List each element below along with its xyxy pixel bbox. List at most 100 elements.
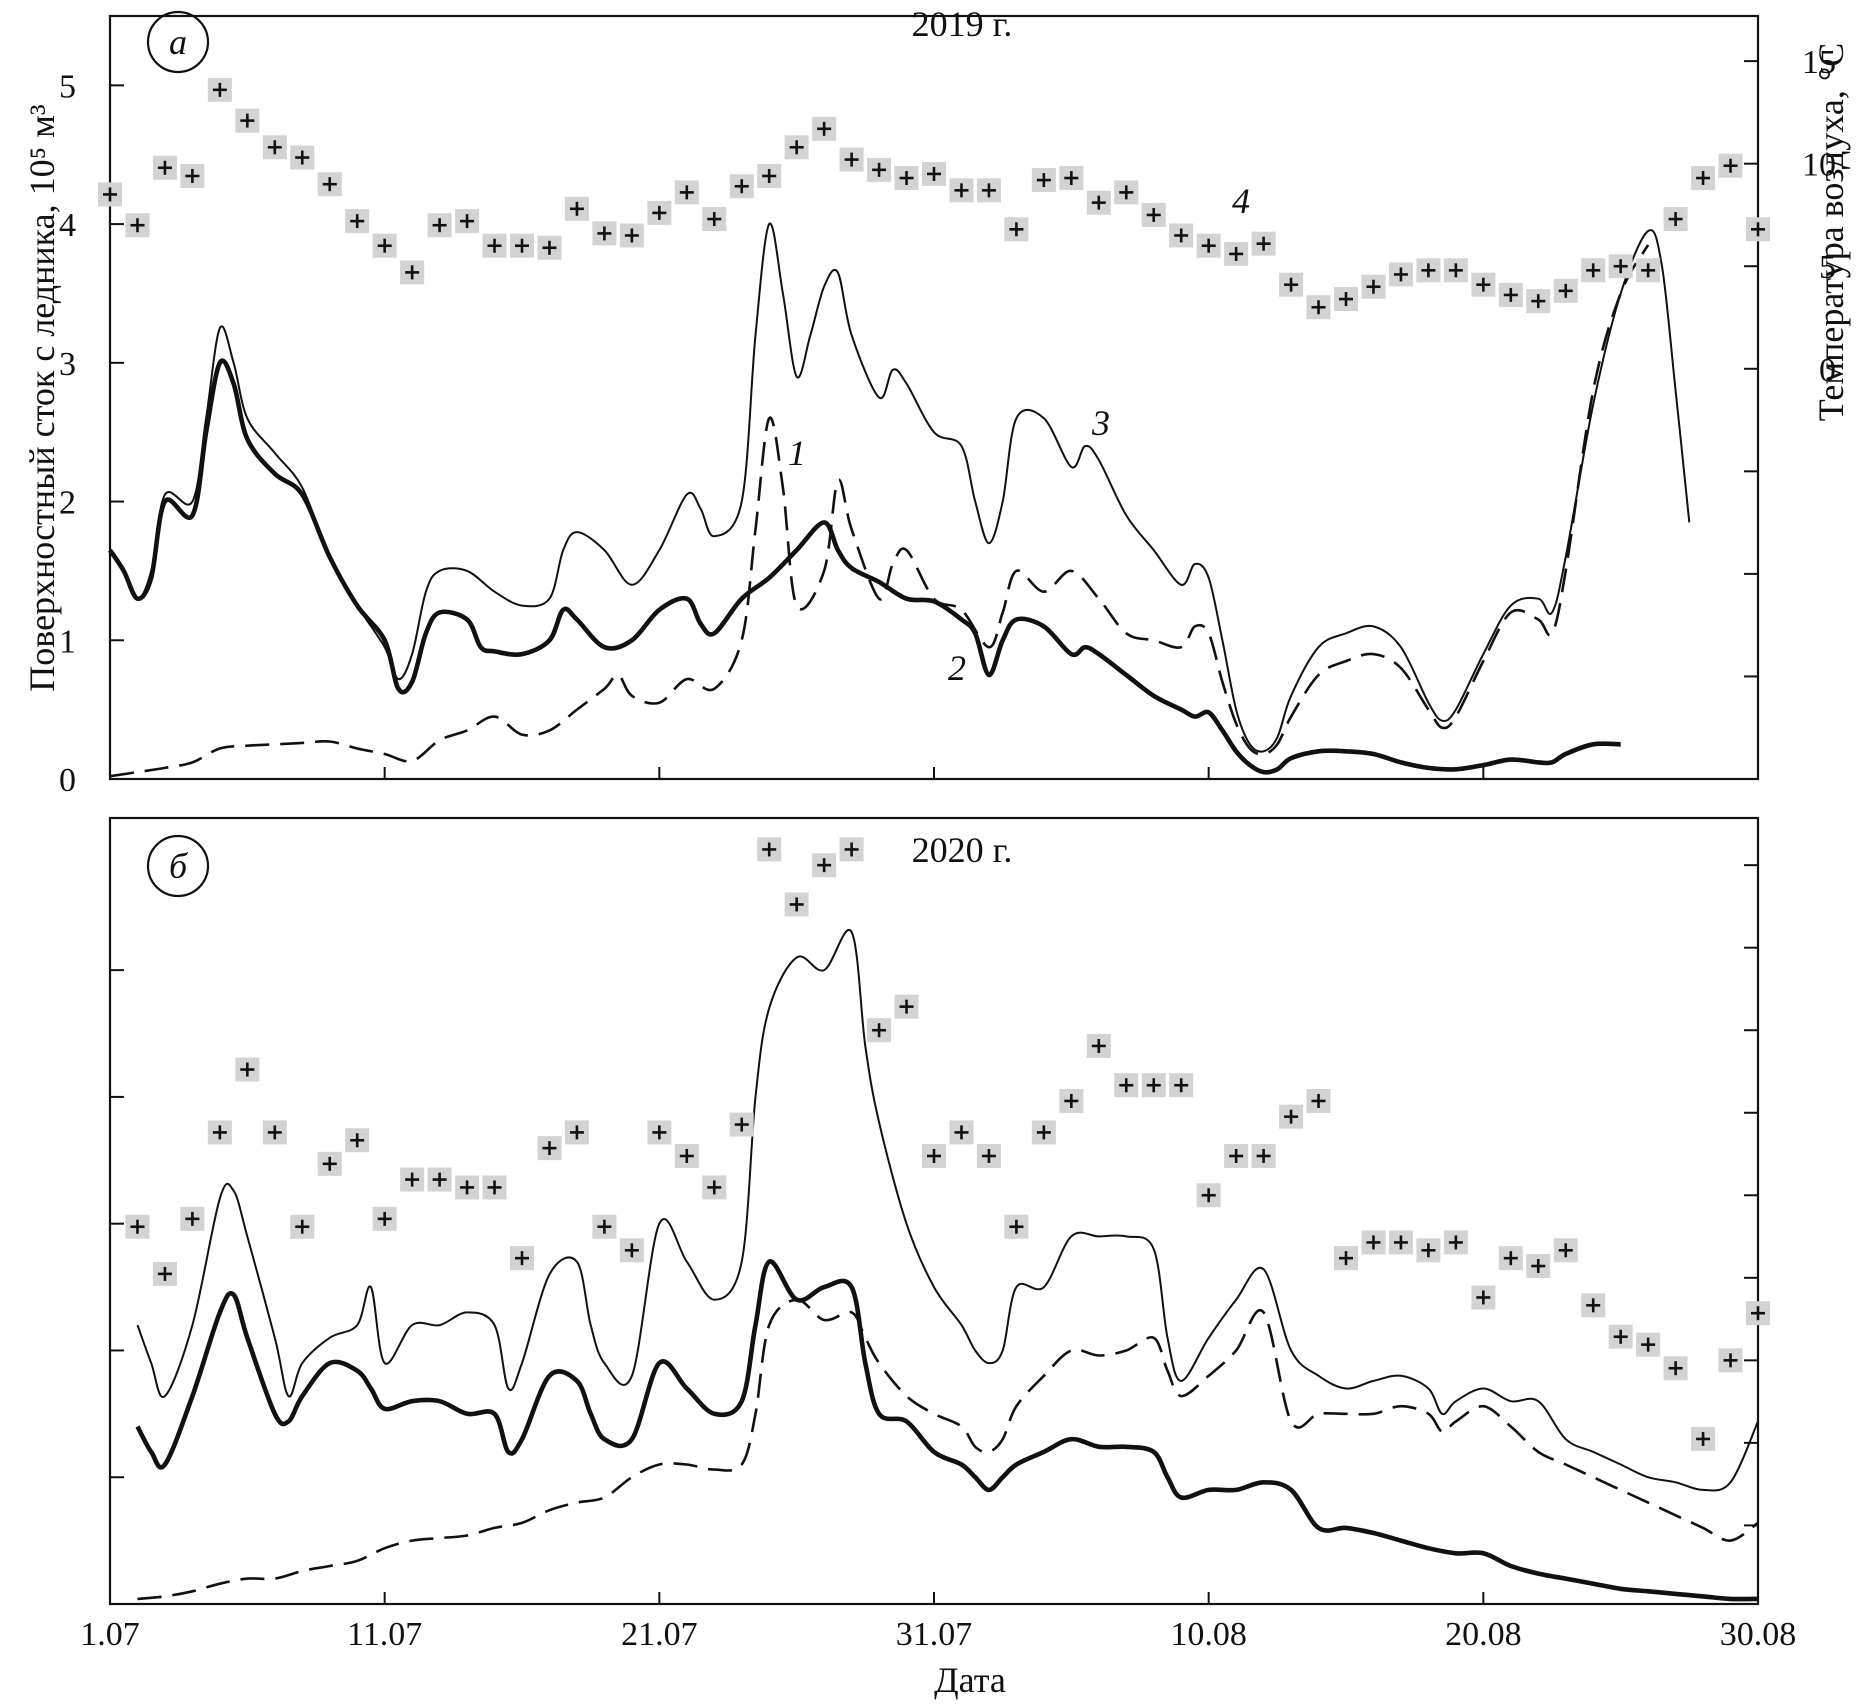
b-temp-point (619, 1238, 644, 1263)
b-temp-point (537, 1136, 562, 1161)
panel-b-title: 2020 г. (912, 830, 1013, 870)
a-temp-point (1498, 282, 1523, 307)
curve-label-1: 1 (788, 433, 806, 473)
x-axis-title: Дата (934, 1660, 1006, 1700)
b-temp-point (647, 1120, 672, 1145)
panel-a-title: 2019 г. (912, 4, 1013, 44)
a-temp-point (1334, 287, 1358, 312)
a-temp-point (1361, 274, 1386, 299)
b-temp-point (1471, 1285, 1496, 1310)
a-temp-point (455, 209, 480, 234)
a-temp-point (1224, 241, 1249, 266)
b-temp-point (1526, 1254, 1551, 1279)
b-temp-point (510, 1246, 534, 1271)
a-temp-point (372, 233, 397, 258)
x-tick-label: 11.07 (347, 1616, 422, 1653)
a-temp-point (839, 147, 864, 172)
a-temp-point (1388, 262, 1413, 287)
b-temp-point (757, 837, 782, 862)
a-temp-point (729, 174, 754, 199)
b-temp-point (812, 853, 837, 878)
b-temp-point (1141, 1073, 1166, 1098)
a-temp-point (894, 166, 919, 191)
b-temp-point (125, 1214, 150, 1239)
a-temp-point (592, 221, 617, 246)
b-temp-point (729, 1112, 754, 1137)
a-temp-point (290, 145, 315, 170)
b-temp-point (702, 1175, 727, 1200)
a-temp-point (619, 223, 644, 248)
b-temp-point (949, 1120, 974, 1145)
panel-b-letter: б (169, 846, 189, 886)
b-temp-point (1636, 1332, 1661, 1357)
b-temp-point (207, 1120, 232, 1145)
b-temp-point (922, 1143, 946, 1168)
b-temp-point (317, 1151, 342, 1176)
b-temp-point (235, 1057, 260, 1082)
a-temp-point (1471, 272, 1496, 297)
a-left-tick-label: 4 (59, 207, 76, 244)
b-temp-point (1251, 1143, 1276, 1168)
left-axis-title: Поверхностный сток с ледника, 10⁵ м³ (22, 104, 62, 692)
b-temp-point (1004, 1214, 1029, 1239)
b-temp-point (1086, 1033, 1111, 1058)
a-series-2 (108, 358, 1621, 775)
a-temp-point (1196, 233, 1221, 258)
a-left-tick-label: 1 (59, 623, 76, 660)
b-temp-point (1691, 1426, 1716, 1451)
b-series-2 (135, 1259, 1759, 1602)
a-temp-point (949, 178, 974, 203)
x-tick-label: 20.08 (1445, 1616, 1522, 1653)
a-temp-point (1306, 295, 1331, 320)
b-temp-point (867, 1018, 892, 1043)
a-temp-point (317, 172, 342, 197)
x-axis-tick-labels: 1.07 11.07 21.07 31.07 10.08 20.08 30.08 (80, 1616, 1796, 1653)
a-temp-point (482, 233, 507, 258)
b-temp-point (1279, 1104, 1304, 1129)
panel-a-series (108, 222, 1691, 778)
b-temp-point (1224, 1143, 1249, 1168)
b-temp-point (839, 837, 864, 862)
panel-a-frame (108, 14, 1760, 781)
a-temp-point (784, 135, 809, 160)
a-temp-point (1581, 258, 1606, 283)
a-temp-point (537, 235, 562, 260)
a-temp-point (152, 155, 177, 180)
a-temp-point (180, 163, 205, 188)
panel-a-temperature-markers (98, 77, 1770, 320)
x-tick-label: 30.08 (1720, 1616, 1797, 1653)
b-temp-point (894, 994, 919, 1019)
a-left-tick-label: 3 (59, 346, 76, 383)
b-temp-point (1553, 1238, 1578, 1263)
b-series-1 (137, 1298, 1759, 1601)
b-temp-point (1031, 1120, 1056, 1145)
a-series-1 (109, 244, 1650, 778)
b-temp-point (564, 1120, 589, 1145)
b-temp-point (152, 1261, 177, 1286)
a-right-tick-label: 5 (1819, 249, 1836, 286)
b-temp-point (345, 1128, 370, 1153)
a-temp-point (867, 157, 892, 182)
b-temp-point (1718, 1348, 1743, 1373)
a-temp-point (1691, 166, 1716, 191)
a-temp-point (922, 161, 946, 186)
b-temp-point (180, 1206, 205, 1231)
a-left-tick-label: 0 (59, 762, 76, 799)
a-temp-point (674, 180, 699, 205)
b-temp-point (976, 1143, 1001, 1168)
b-temp-point (290, 1214, 315, 1239)
a-temp-point (1526, 289, 1551, 314)
a-temp-point (1443, 258, 1468, 283)
a-temp-point (262, 135, 287, 160)
b-temp-point (1663, 1356, 1688, 1381)
right-axis-title: Температура воздуха, °C (1811, 43, 1851, 421)
b-temp-point (400, 1167, 425, 1192)
a-temp-point (564, 196, 589, 221)
x-tick-label: 10.08 (1170, 1616, 1247, 1653)
a-temp-point (207, 77, 232, 102)
b-temp-point (1443, 1230, 1468, 1255)
a-temp-point (235, 108, 260, 133)
a-temp-point (1416, 258, 1441, 283)
b-temp-point (455, 1175, 480, 1200)
